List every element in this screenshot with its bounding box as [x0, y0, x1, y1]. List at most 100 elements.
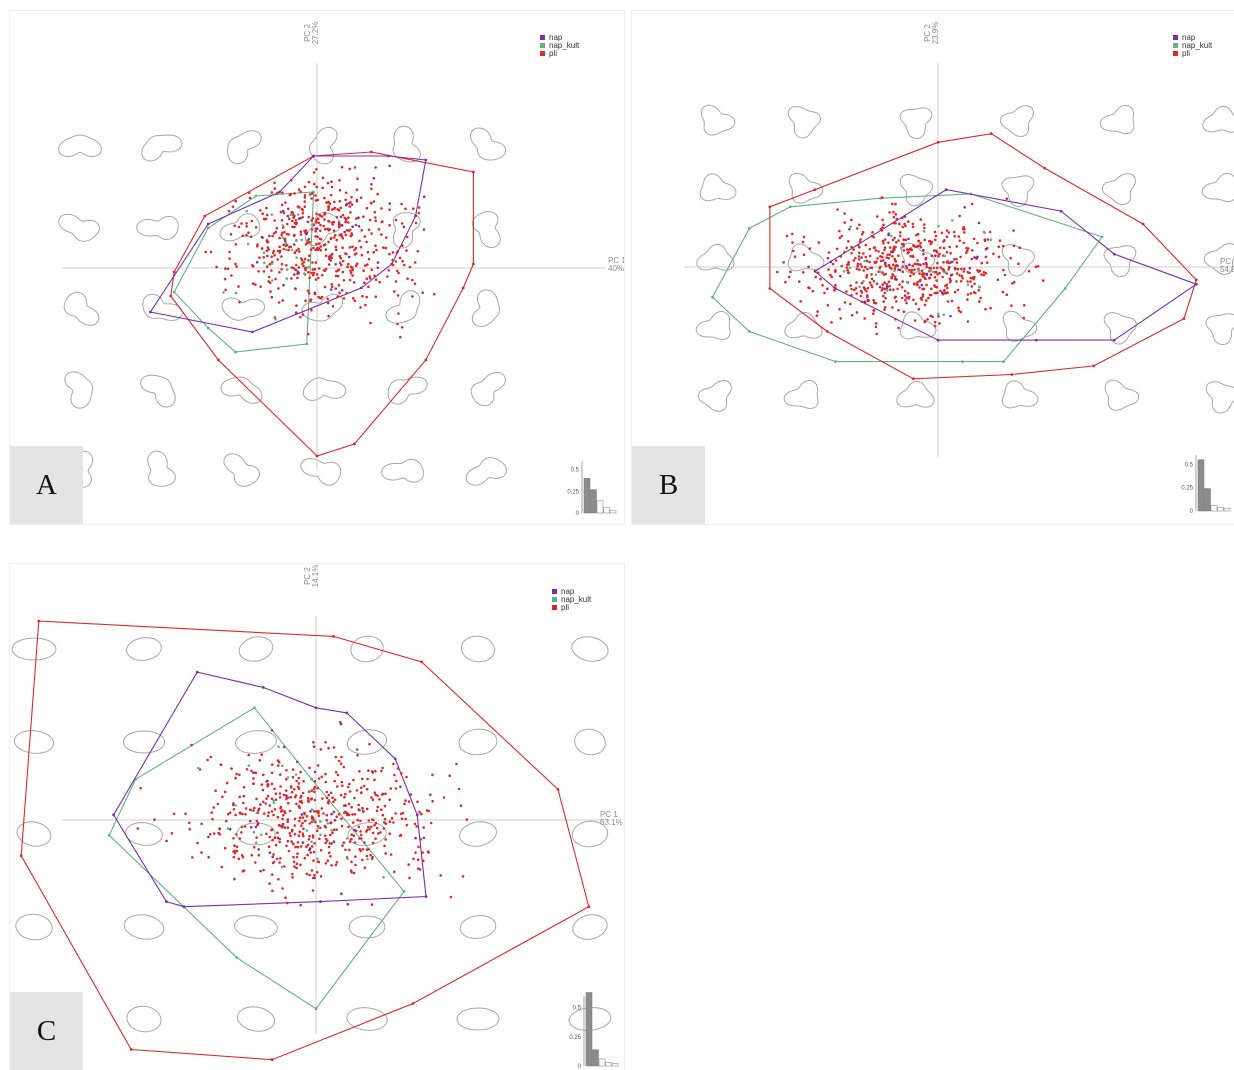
data-point-pli [303, 196, 307, 199]
data-point-pli [365, 854, 369, 858]
data-point-pli [872, 298, 875, 302]
data-point-pli [389, 787, 393, 790]
data-point-pli [817, 241, 821, 244]
data-point-pli [295, 862, 299, 865]
data-point-pli [225, 819, 228, 823]
data-point-pli [986, 238, 990, 241]
data-point-pli [388, 820, 392, 823]
data-point-pli [858, 240, 862, 244]
data-point-nap [289, 796, 293, 799]
legend-swatch-pli [552, 605, 557, 610]
data-point-nap [357, 216, 360, 219]
data-point-pli [204, 250, 207, 254]
data-point-pli [843, 250, 846, 254]
data-point-pli [280, 219, 284, 222]
data-point-pli [316, 786, 319, 790]
data-point-pli [287, 248, 290, 252]
data-point-pli [284, 896, 287, 899]
data-point-nap [330, 812, 333, 816]
data-point-pli [343, 216, 347, 220]
data-point-pli [241, 812, 244, 816]
data-point-pli [337, 223, 341, 226]
data-point-pli [847, 263, 850, 266]
data-point-pli [336, 274, 340, 278]
data-point-pli [368, 275, 372, 278]
hull-vertex-pli [353, 442, 356, 446]
outline-shape-icon [122, 730, 166, 754]
data-point-pli [248, 819, 252, 823]
data-point-pli [381, 766, 384, 770]
data-point-pli [333, 798, 337, 801]
data-point-pli [366, 263, 369, 266]
data-point-pli [955, 245, 959, 248]
data-point-pli [263, 812, 266, 815]
data-point-pli [284, 789, 288, 792]
data-point-pli [306, 332, 310, 336]
data-point-pli [314, 278, 318, 281]
data-point-pli [206, 758, 209, 762]
data-point-nap [330, 180, 333, 183]
data-point-pli [802, 271, 805, 274]
data-point-nap [968, 266, 972, 270]
data-point-pli [807, 286, 810, 289]
data-point-pli [984, 307, 987, 311]
data-point-pli [291, 872, 294, 876]
data-point-pli [869, 266, 872, 270]
data-point-nap [207, 835, 210, 839]
data-point-pli [289, 786, 293, 789]
data-point-pli [839, 274, 842, 278]
data-point-pli [366, 825, 370, 829]
data-point-pli [237, 225, 241, 229]
data-point-pli [373, 778, 376, 782]
hull-vertex-nap [312, 154, 315, 158]
outline-shape-icon [470, 371, 506, 407]
data-point-pli [930, 254, 934, 258]
data-point-nap_kult [345, 837, 349, 840]
data-point-nap_kult [310, 223, 314, 226]
data-point-pli [351, 813, 354, 816]
data-point-pli [939, 266, 942, 269]
data-point-pli [858, 268, 861, 272]
data-point-pli [273, 808, 277, 811]
hull-vertex-nap [415, 813, 419, 817]
data-point-pli [270, 191, 274, 194]
data-point-pli [304, 268, 307, 272]
data-point-pli [227, 209, 231, 213]
data-point-pli [172, 812, 176, 816]
data-point-pli [368, 277, 372, 280]
data-point-pli [262, 217, 266, 221]
data-point-nap [949, 314, 952, 318]
data-point-pli [315, 168, 318, 171]
data-point-pli [360, 253, 364, 257]
hull-vertex-nap_kult [402, 890, 406, 893]
outline-shape-icon [783, 379, 819, 410]
data-point-pli [238, 300, 241, 304]
data-point-pli [883, 281, 886, 285]
data-point-pli [929, 273, 933, 276]
data-point-pli [281, 231, 284, 235]
data-point-pli [967, 247, 970, 250]
data-point-pli [354, 223, 358, 227]
data-point-pli [301, 832, 305, 835]
data-point-pli [200, 822, 203, 826]
data-point-pli [252, 846, 256, 849]
data-point-pli [894, 221, 897, 225]
data-point-pli [314, 199, 318, 202]
data-point-nap [282, 283, 285, 287]
data-point-pli [348, 278, 352, 282]
data-point-pli [310, 192, 314, 195]
data-point-pli [351, 821, 355, 824]
data-point-pli [894, 213, 898, 216]
data-point-pli [883, 238, 887, 241]
legend-swatch-nap [1173, 35, 1178, 40]
data-point-pli [978, 269, 982, 273]
data-point-pli [312, 850, 316, 854]
data-point-pli [850, 251, 853, 255]
data-point-pli [369, 321, 372, 325]
data-point-pli [891, 273, 894, 276]
data-point-pli [334, 770, 338, 774]
data-point-pli [802, 235, 806, 239]
data-point-pli [816, 271, 820, 275]
x-axis-label-c: PC 1 [600, 810, 618, 819]
data-point-pli [170, 832, 174, 835]
